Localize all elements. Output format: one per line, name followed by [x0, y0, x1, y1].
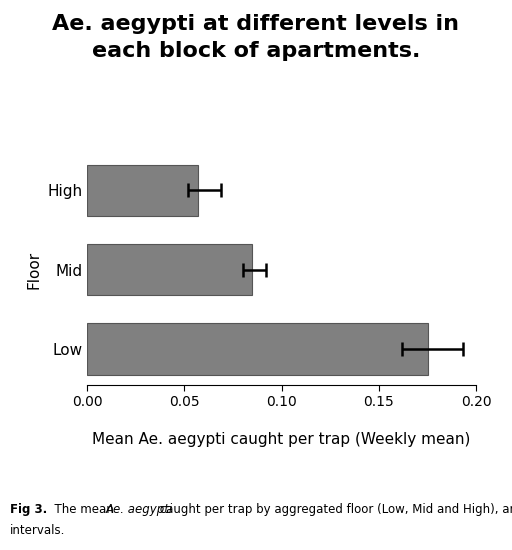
Text: Ae. aegypti at different levels in: Ae. aegypti at different levels in — [53, 14, 459, 34]
Text: intervals.: intervals. — [10, 524, 66, 537]
Bar — [87, 164, 198, 216]
Text: The mean: The mean — [47, 503, 118, 516]
Text: Mean Ae. aegypti caught per trap (Weekly mean): Mean Ae. aegypti caught per trap (Weekly… — [92, 432, 471, 447]
Text: each block of apartments.: each block of apartments. — [92, 41, 420, 61]
Text: Ae. aegypti: Ae. aegypti — [106, 503, 173, 516]
Text: caught per trap by aggregated floor (Low, Mid and High), and its 95% confidence: caught per trap by aggregated floor (Low… — [156, 503, 512, 516]
Text: Fig 3.: Fig 3. — [10, 503, 48, 516]
Bar — [87, 244, 252, 295]
Y-axis label: Floor: Floor — [27, 250, 41, 289]
Bar — [87, 323, 428, 375]
